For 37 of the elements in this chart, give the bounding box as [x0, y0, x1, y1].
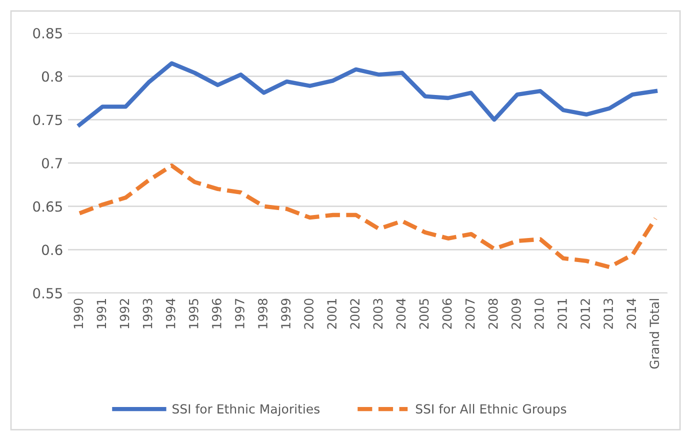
y-tick-label: 0.55 — [33, 288, 62, 298]
x-tick-label: 1999 — [281, 298, 290, 328]
x-tick-label: 1998 — [258, 298, 268, 328]
line-series — [77, 164, 658, 270]
x-tick-label: 2004 — [396, 298, 406, 329]
x-tick-label: 2000 — [304, 298, 314, 329]
x-tick-label: 2003 — [373, 298, 383, 329]
x-tick-label: 2007 — [465, 298, 475, 329]
x-tick-label: 2001 — [327, 299, 337, 329]
x-tick-label: 2005 — [419, 298, 429, 329]
x-tick-label: 2014 — [626, 298, 636, 329]
x-tick-label: 2009 — [511, 298, 521, 329]
x-tick-label: 1994 — [166, 298, 176, 328]
y-tick-label: 0.85 — [33, 28, 62, 38]
x-tick-label: 2012 — [580, 299, 590, 329]
y-tick-label: 0.75 — [33, 114, 62, 126]
y-tick-label: 0.6 — [42, 244, 62, 256]
legend-label: SSI for All Ethnic Groups — [416, 404, 566, 416]
y-tick-label: 0.65 — [33, 201, 62, 212]
x-tick-label: 2002 — [350, 299, 360, 329]
x-tick-label: 2006 — [442, 298, 452, 329]
x-tick-label: 1990 — [74, 298, 84, 328]
x-tick-label: 2013 — [604, 298, 614, 329]
x-tick-label: 1991 — [96, 299, 106, 328]
legend-label: SSI for Ethnic Majorities — [172, 404, 320, 416]
y-tick-label: 0.7 — [42, 158, 62, 168]
x-tick-label: 1995 — [188, 298, 198, 328]
x-tick-label: 1996 — [212, 298, 222, 328]
x-tick-label: Grand Total — [649, 299, 660, 369]
x-tick-label: 1997 — [234, 298, 244, 328]
x-tick-label: 1993 — [142, 298, 152, 328]
x-tick-label: 2010 — [534, 298, 544, 329]
x-tick-label: 2011 — [558, 299, 567, 329]
line-series — [77, 61, 658, 127]
y-tick-label: 0.8 — [42, 71, 62, 82]
x-tick-label: 2008 — [488, 298, 498, 329]
x-tick-label: 1992 — [120, 299, 130, 328]
